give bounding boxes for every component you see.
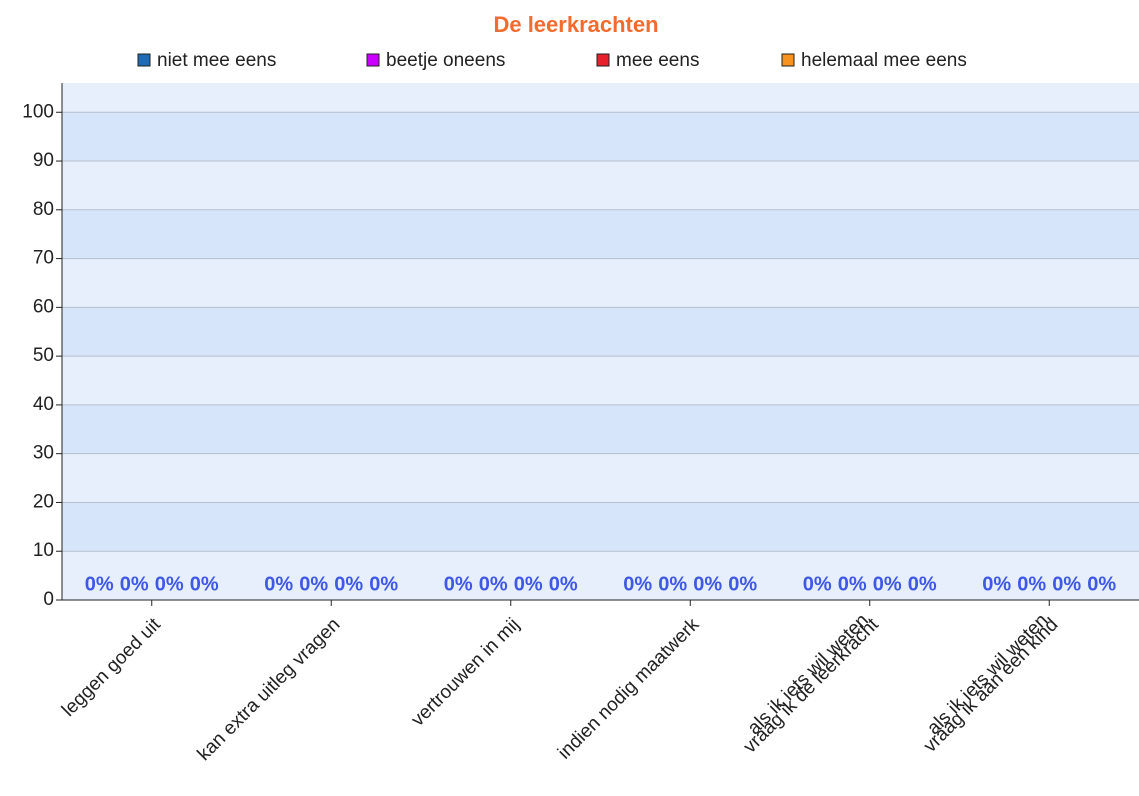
value-label: 0% (334, 573, 363, 595)
band (62, 258, 1139, 308)
value-label: 0% (728, 573, 757, 595)
y-tick-label: 0 (43, 589, 54, 610)
value-label: 0% (658, 573, 687, 595)
y-tick-label: 10 (33, 540, 54, 561)
value-label: 0% (1087, 573, 1116, 595)
band (62, 551, 1139, 600)
value-label: 0% (264, 573, 293, 595)
y-tick-label: 30 (33, 443, 54, 464)
y-tick-label: 90 (33, 150, 54, 171)
value-label: 0% (982, 573, 1011, 595)
x-tick-label: leggen goed uit (58, 614, 165, 721)
band (62, 356, 1139, 405)
legend-swatch (366, 53, 380, 67)
legend-label: helemaal mee eens (801, 50, 967, 71)
value-label: 0% (479, 573, 508, 595)
x-tick-label: vraag ik aan een kind (920, 614, 1063, 757)
band (62, 502, 1139, 552)
band (62, 453, 1139, 503)
value-label: 0% (444, 573, 473, 595)
band (62, 161, 1139, 210)
y-tick-label: 20 (33, 491, 54, 512)
legend-swatch (781, 53, 795, 67)
x-tick-label: kan extra uitleg vragen (194, 614, 345, 765)
legend-swatch (596, 53, 610, 67)
band (62, 83, 1139, 113)
y-tick-label: 50 (33, 345, 54, 366)
value-label: 0% (838, 573, 867, 595)
legend-label: mee eens (616, 50, 699, 71)
plot-background (62, 83, 1139, 600)
value-label: 0% (549, 573, 578, 595)
value-label: 0% (155, 573, 184, 595)
y-tick-label: 70 (33, 248, 54, 269)
value-label: 0% (693, 573, 722, 595)
y-tick-label: 60 (33, 296, 54, 317)
value-label: 0% (1052, 573, 1081, 595)
chart-title: De leerkrachten (493, 12, 658, 37)
value-label: 0% (908, 573, 937, 595)
value-label: 0% (369, 573, 398, 595)
legend-label: niet mee eens (157, 50, 276, 71)
band (62, 112, 1139, 162)
x-tick-label: vertrouwen in mij (407, 614, 523, 730)
legend-label: beetje oneens (386, 50, 505, 71)
value-label: 0% (85, 573, 114, 595)
value-label: 0% (623, 573, 652, 595)
y-tick-label: 40 (33, 394, 54, 415)
y-tick-label: 100 (22, 101, 54, 122)
value-label: 0% (1017, 573, 1046, 595)
band (62, 404, 1139, 454)
x-tick-label: indien nodig maatwerk (554, 614, 704, 764)
legend-swatch (137, 53, 151, 67)
x-tick-label: vraag ik de leerkracht (740, 614, 884, 758)
value-label: 0% (803, 573, 832, 595)
value-label: 0% (514, 573, 543, 595)
band (62, 307, 1139, 357)
value-label: 0% (190, 573, 219, 595)
value-label: 0% (299, 573, 328, 595)
value-label: 0% (873, 573, 902, 595)
band (62, 209, 1139, 259)
value-label: 0% (120, 573, 149, 595)
y-tick-label: 80 (33, 199, 54, 220)
